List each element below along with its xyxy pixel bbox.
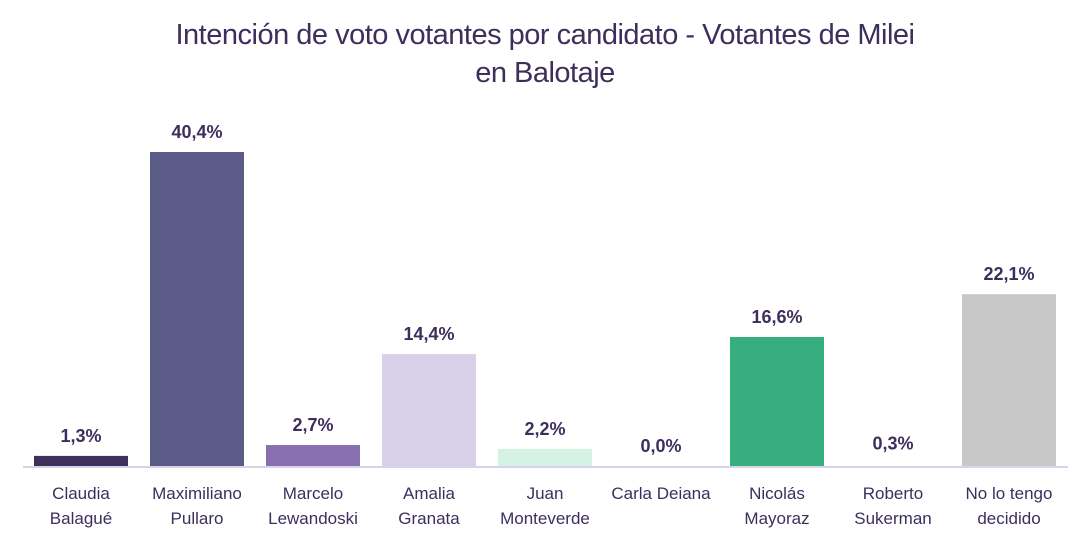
category-label-3-line-1: Granata (398, 509, 460, 528)
data-label-5: 0,0% (640, 436, 681, 456)
bar-1 (150, 152, 244, 466)
category-label-7-line-1: Sukerman (854, 509, 931, 528)
bar-6 (730, 336, 824, 466)
category-label-0-line-0: Claudia (52, 484, 110, 503)
data-label-1: 40,4% (171, 122, 222, 142)
category-label-4-line-0: Juan (527, 484, 564, 503)
data-label-2: 2,7% (292, 415, 333, 435)
bar-3 (382, 354, 476, 466)
category-label-1-line-1: Pullaro (171, 509, 224, 528)
bar-0 (34, 455, 128, 466)
data-label-6: 16,6% (751, 307, 802, 327)
data-label-0: 1,3% (60, 426, 101, 446)
category-label-6-line-1: Mayoraz (744, 509, 809, 528)
category-label-0-line-1: Balagué (50, 509, 112, 528)
data-label-8: 22,1% (983, 264, 1034, 284)
bar-2 (266, 445, 360, 466)
data-label-4: 2,2% (524, 419, 565, 439)
category-label-3-line-0: Amalia (403, 484, 456, 503)
data-label-3: 14,4% (403, 324, 454, 344)
category-label-1-line-0: Maximiliano (152, 484, 242, 503)
category-label-2-line-0: Marcelo (283, 484, 343, 503)
bar-4 (498, 448, 592, 466)
bar-8 (962, 294, 1056, 466)
category-label-8-line-0: No lo tengo (966, 484, 1053, 503)
category-label-5-line-0: Carla Deiana (611, 484, 711, 503)
category-label-4-line-1: Monteverde (500, 509, 590, 528)
data-label-7: 0,3% (872, 434, 913, 454)
category-label-2-line-1: Lewandoski (268, 509, 358, 528)
chart-title-line-2: en Balotaje (475, 57, 615, 89)
category-label-6-line-0: Nicolás (749, 484, 805, 503)
chart-title-line-1: Intención de voto votantes por candidato… (175, 19, 916, 51)
bar-7 (846, 463, 940, 466)
chart-title: Intención de voto votantes por candidato… (0, 16, 1090, 92)
category-label-8-line-1: decidido (977, 509, 1040, 528)
category-label-7-line-0: Roberto (863, 484, 923, 503)
